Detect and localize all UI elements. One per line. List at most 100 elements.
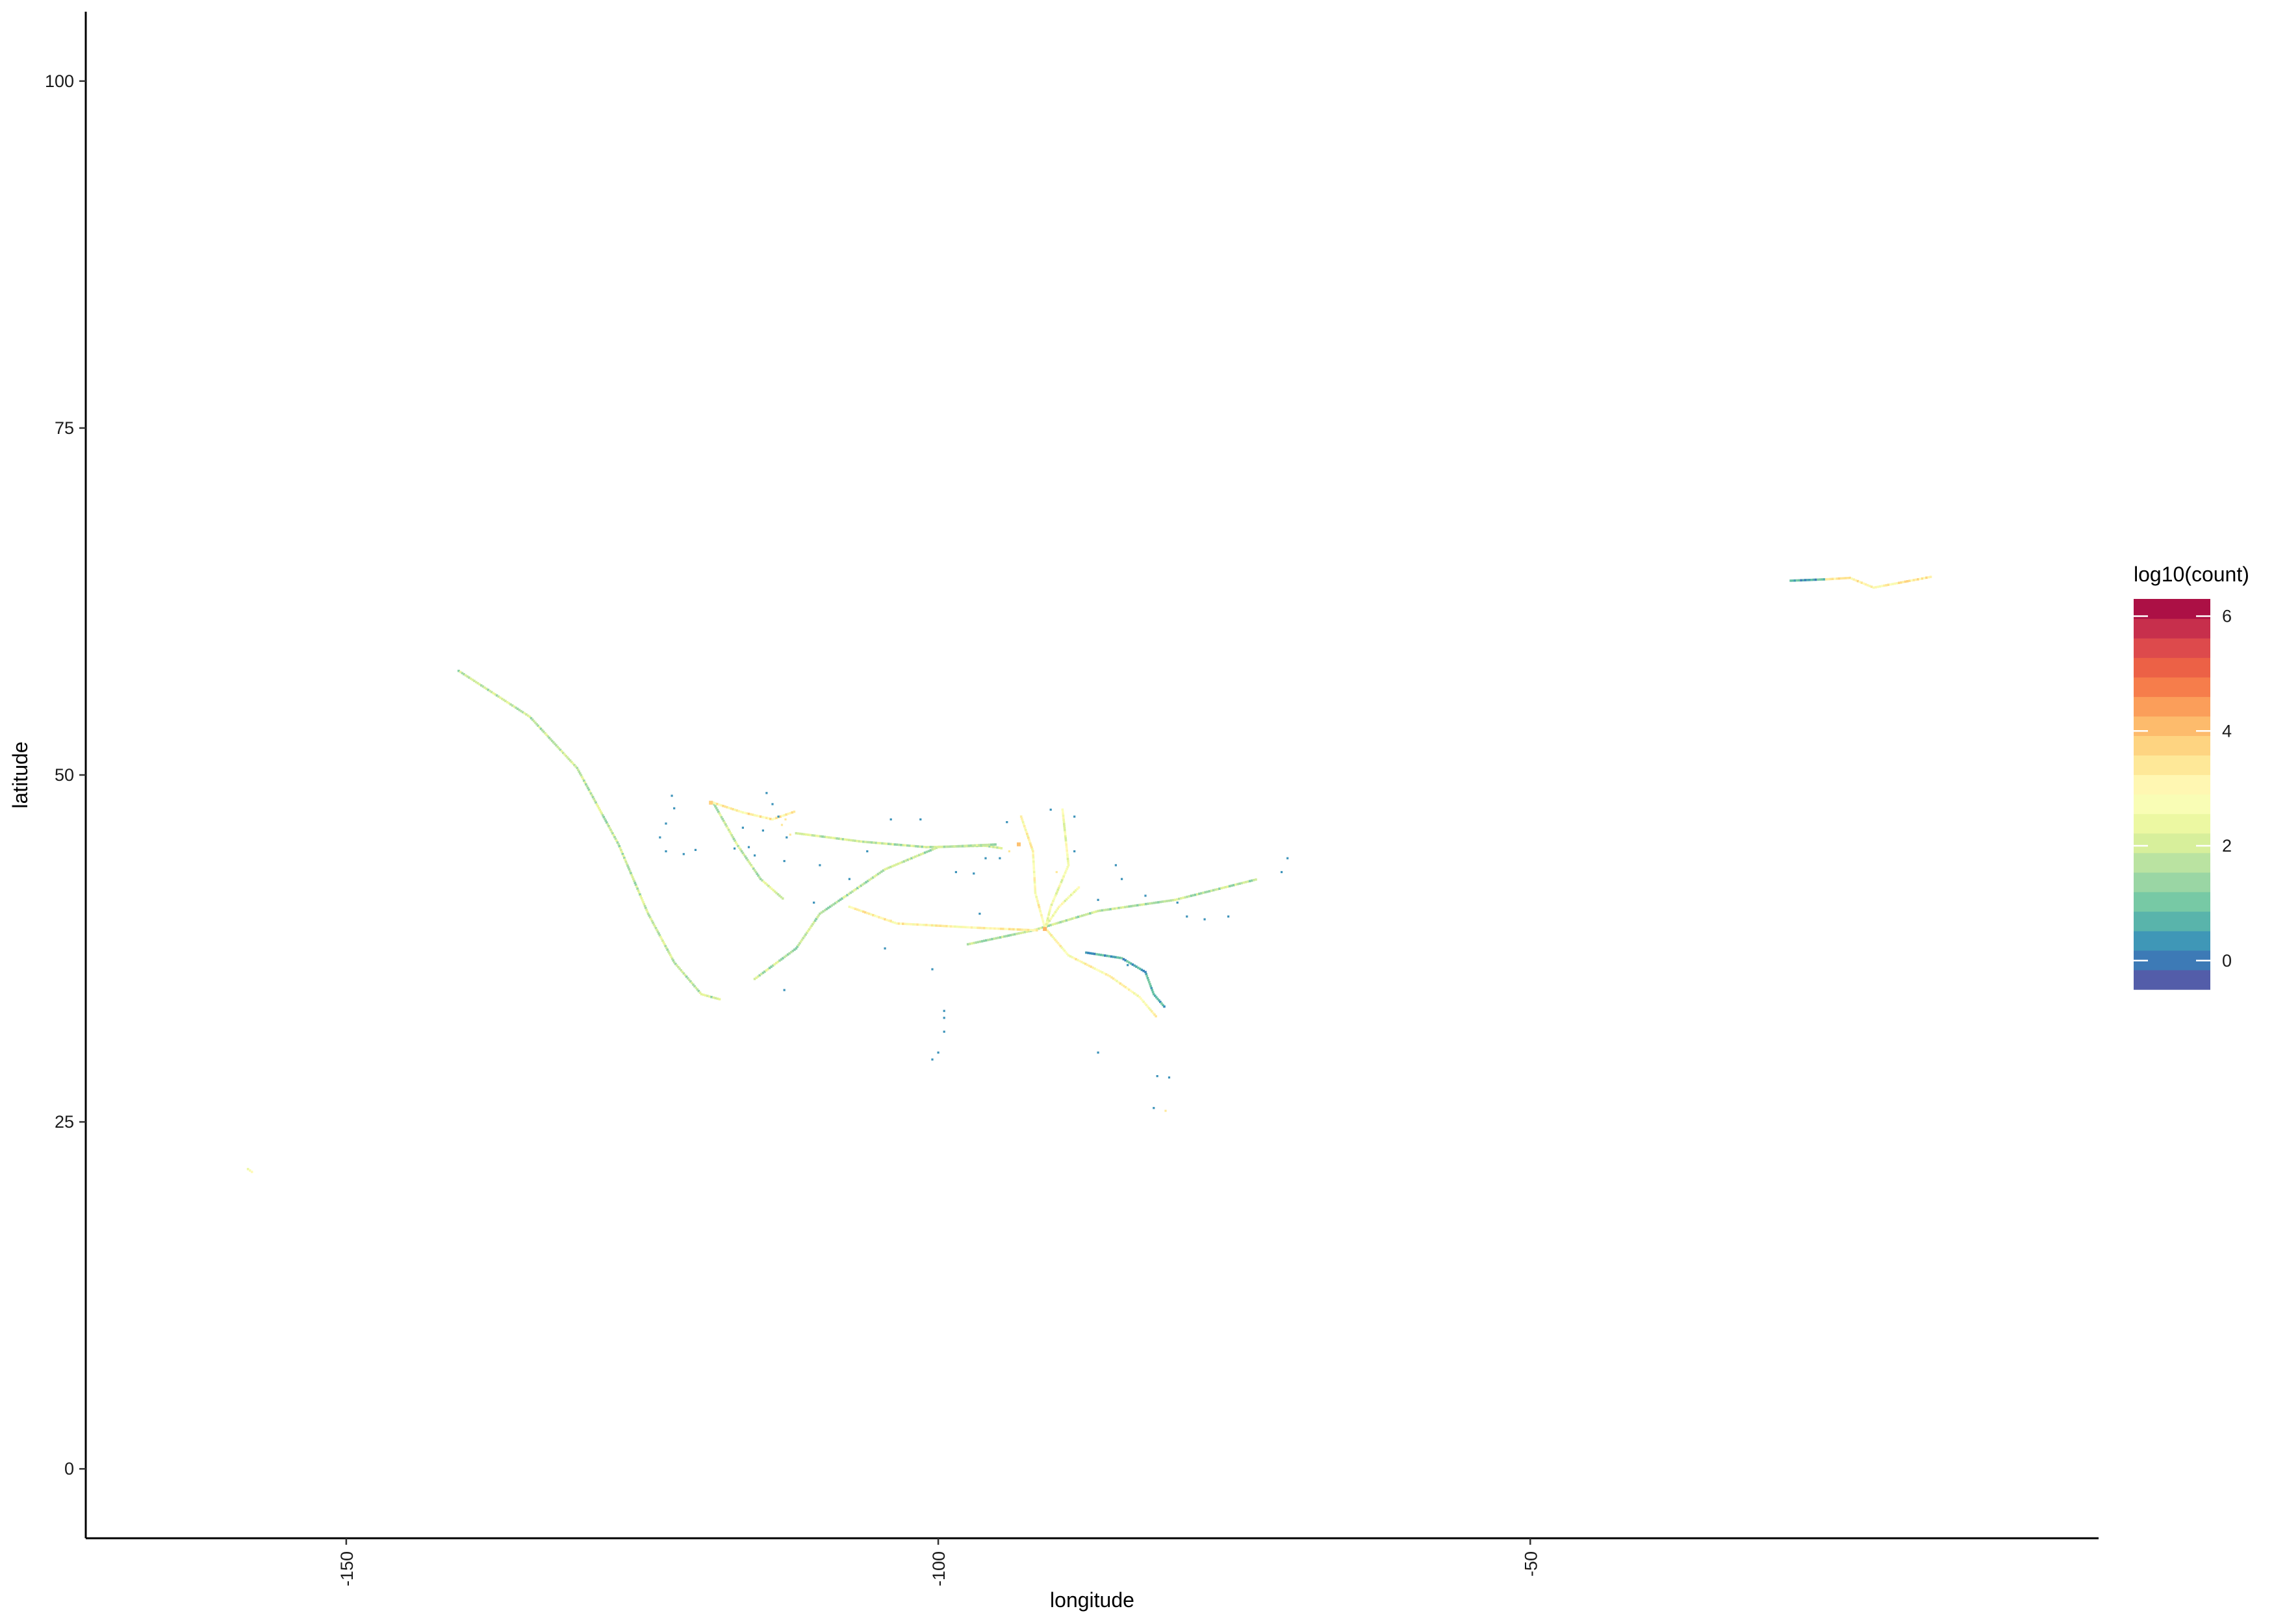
data-cell xyxy=(789,833,791,836)
data-cell xyxy=(978,844,980,846)
data-cell xyxy=(1097,898,1099,901)
data-cell xyxy=(1059,904,1062,907)
track-12 xyxy=(1789,578,1826,582)
data-cell xyxy=(925,850,928,854)
data-cell xyxy=(991,927,994,930)
data-cell xyxy=(1929,576,1932,578)
data-cell xyxy=(886,867,888,870)
data-cell xyxy=(823,835,826,839)
data-cell xyxy=(1060,902,1064,906)
data-cell xyxy=(821,835,824,838)
track-7 xyxy=(1019,815,1157,1018)
data-cell xyxy=(1806,579,1809,581)
data-cell xyxy=(987,927,990,930)
data-cell xyxy=(758,876,761,879)
data-cell xyxy=(918,854,921,857)
data-cell xyxy=(773,963,776,966)
data-cell xyxy=(912,844,915,848)
data-cell xyxy=(1034,885,1036,888)
data-cell xyxy=(780,896,783,898)
data-cell xyxy=(692,983,695,986)
data-cell xyxy=(718,998,721,1000)
data-cell xyxy=(1089,912,1092,915)
data-cell xyxy=(980,844,982,846)
data-cell xyxy=(923,846,926,848)
data-cell xyxy=(1076,887,1079,891)
data-cell xyxy=(678,967,681,970)
data-cell xyxy=(815,917,818,920)
data-cell xyxy=(1056,941,1060,945)
data-cell xyxy=(777,815,780,818)
data-cell xyxy=(945,924,948,928)
data-cell xyxy=(1079,915,1082,918)
data-cell xyxy=(1041,920,1045,923)
data-cell xyxy=(914,844,917,848)
data-cell xyxy=(559,748,562,752)
data-cell xyxy=(1061,920,1064,923)
data-cell xyxy=(926,924,930,926)
data-cell xyxy=(931,968,934,971)
data-cell xyxy=(1143,1002,1147,1005)
data-cell xyxy=(1802,579,1805,581)
data-cell xyxy=(1047,924,1050,927)
data-cell xyxy=(1883,584,1885,587)
data-cell xyxy=(671,958,674,960)
data-cell xyxy=(844,894,847,898)
data-cell xyxy=(1147,1007,1151,1009)
data-cell xyxy=(1099,909,1102,912)
legend-colorbar xyxy=(2134,599,2210,990)
data-cell xyxy=(250,1171,253,1173)
data-cell xyxy=(876,872,880,876)
data-cell xyxy=(548,737,551,739)
data-cell xyxy=(518,709,521,711)
data-cell xyxy=(943,1030,945,1033)
data-cell xyxy=(1040,926,1042,930)
data-cell xyxy=(875,841,878,844)
data-cell xyxy=(1848,576,1852,579)
data-cell xyxy=(1049,808,1052,811)
data-cell xyxy=(839,837,843,841)
data-cell xyxy=(866,841,869,844)
data-cell xyxy=(764,882,767,885)
data-cell xyxy=(1001,935,1004,939)
data-cell xyxy=(1149,1008,1152,1011)
data-cell xyxy=(1012,928,1015,931)
data-cell xyxy=(1059,920,1062,924)
data-cell xyxy=(1062,817,1065,819)
data-cell xyxy=(1135,965,1138,968)
data-cell xyxy=(784,818,787,820)
data-cell xyxy=(773,890,776,893)
data-cell xyxy=(908,844,911,847)
data-cell xyxy=(1029,842,1032,845)
data-layer xyxy=(246,576,1932,1173)
data-cell xyxy=(570,761,573,763)
data-cell xyxy=(820,911,823,914)
data-cell xyxy=(720,804,722,807)
data-cell xyxy=(1074,889,1077,892)
data-cell xyxy=(1921,577,1924,580)
data-cell xyxy=(1119,906,1123,909)
data-cell xyxy=(790,950,793,954)
data-cell xyxy=(1194,893,1197,896)
data-cell xyxy=(1068,895,1071,898)
data-cell xyxy=(888,919,890,922)
data-cell xyxy=(1092,966,1094,969)
data-cell xyxy=(969,943,971,945)
legend-tick-label: 2 xyxy=(2222,836,2232,856)
data-cell xyxy=(1071,892,1074,895)
data-cell xyxy=(1142,903,1145,906)
data-cell xyxy=(1041,916,1043,919)
data-cell xyxy=(573,763,576,767)
data-cell xyxy=(641,899,644,902)
track-10 xyxy=(1085,951,1166,1008)
data-cell xyxy=(597,807,600,809)
data-cell xyxy=(1168,1076,1171,1079)
data-cell xyxy=(1210,889,1213,892)
data-cell xyxy=(652,923,656,926)
data-cell xyxy=(988,843,991,846)
data-cell xyxy=(627,866,630,869)
data-cell xyxy=(759,815,762,818)
data-cell xyxy=(1027,928,1030,932)
legend-tick-label: 4 xyxy=(2222,721,2232,741)
data-cell xyxy=(1145,972,1147,976)
